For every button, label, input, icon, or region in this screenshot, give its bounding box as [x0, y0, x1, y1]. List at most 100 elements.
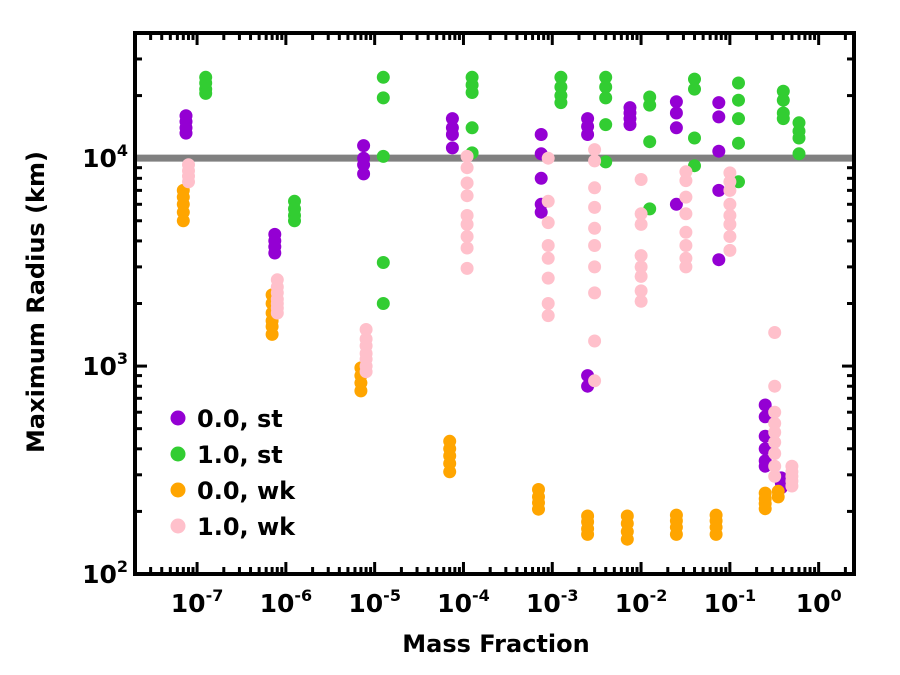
data-point: [443, 465, 457, 479]
y-tick-label: 103: [82, 349, 128, 381]
data-point: [634, 249, 648, 263]
data-point: [599, 155, 613, 169]
data-point: [541, 216, 555, 230]
data-point: [541, 271, 555, 285]
data-point: [445, 141, 459, 155]
x-tick-label: 10-3: [526, 586, 579, 618]
data-point: [541, 251, 555, 265]
data-point: [460, 161, 474, 175]
data-point: [179, 126, 193, 140]
x-tick-labels: 10-7 10-6 10-5 10-4 10-3 10-2 10-1 100: [171, 586, 842, 618]
data-point: [623, 118, 637, 132]
data-point: [445, 128, 459, 141]
legend-marker: [170, 410, 186, 426]
data-point: [723, 230, 737, 243]
data-point: [581, 128, 595, 141]
data-point: [620, 532, 634, 546]
data-point: [712, 144, 726, 158]
legend-label: 0.0, st: [197, 405, 283, 433]
data-point: [768, 416, 782, 430]
data-point: [688, 131, 701, 145]
data-point: [599, 118, 613, 132]
data-point: [712, 253, 726, 267]
data-point: [634, 260, 648, 274]
data-point: [758, 459, 772, 473]
legend-marker: [170, 482, 186, 498]
data-point: [176, 214, 190, 228]
data-point: [265, 327, 279, 341]
data-point: [723, 209, 737, 222]
data-point: [588, 221, 602, 235]
data-point: [534, 205, 548, 219]
data-point: [588, 154, 602, 168]
y-tick-label: 104: [82, 141, 128, 173]
legend: 0.0, st 1.0, st 0.0, wk 1.0, wk: [170, 405, 296, 541]
series-1-0-wk: [182, 143, 799, 493]
data-point: [532, 502, 545, 516]
data-point: [669, 95, 683, 109]
data-point: [541, 151, 555, 165]
data-point: [669, 527, 683, 541]
data-point: [581, 527, 595, 541]
data-point: [541, 297, 555, 310]
data-point: [758, 502, 772, 516]
data-point: [669, 106, 683, 120]
data-point: [460, 261, 474, 275]
data-point: [792, 131, 806, 145]
data-point: [270, 306, 284, 320]
data-point: [669, 197, 683, 211]
data-point: [732, 76, 745, 90]
series-0-0-st: [179, 95, 788, 495]
data-point: [723, 197, 737, 211]
data-point: [541, 239, 555, 252]
data-point: [634, 207, 648, 221]
data-point: [359, 365, 373, 379]
data-point: [460, 209, 474, 222]
y-axis-label: Maximum Radius (km): [22, 151, 50, 453]
data-point: [723, 183, 737, 197]
data-point: [376, 91, 390, 105]
data-point: [588, 239, 602, 252]
data-point: [732, 112, 745, 126]
data-point: [723, 166, 737, 180]
data-point: [768, 469, 782, 483]
data-point: [541, 309, 555, 323]
data-point: [679, 225, 693, 239]
data-point: [445, 112, 459, 126]
data-point: [534, 171, 548, 185]
y-tick-labels: 102 103 104: [82, 141, 128, 589]
data-point: [712, 110, 726, 124]
data-point: [268, 246, 282, 260]
x-tick-label: 10-5: [348, 586, 401, 618]
data-point: [354, 384, 368, 398]
data-point: [688, 72, 701, 86]
data-point: [599, 70, 613, 84]
data-point: [288, 214, 301, 228]
data-point: [588, 200, 602, 214]
legend-label: 1.0, st: [197, 441, 283, 469]
data-point: [634, 294, 648, 308]
data-point: [634, 217, 648, 231]
data-point: [643, 98, 657, 112]
data-point: [712, 96, 726, 110]
data-points: [176, 70, 806, 546]
data-point: [534, 128, 548, 141]
data-point: [588, 260, 602, 274]
data-point: [732, 93, 745, 107]
data-point: [768, 326, 782, 339]
data-point: [554, 70, 568, 84]
data-point: [768, 425, 782, 439]
data-point: [376, 70, 390, 84]
data-point: [768, 379, 782, 393]
data-point: [792, 147, 806, 161]
data-point: [776, 93, 790, 107]
data-point: [679, 239, 693, 252]
data-point: [460, 217, 474, 231]
data-point: [771, 490, 785, 504]
data-point: [199, 86, 213, 100]
data-point: [357, 167, 371, 181]
data-point: [554, 96, 568, 110]
data-point: [588, 286, 602, 300]
data-point: [688, 82, 701, 96]
